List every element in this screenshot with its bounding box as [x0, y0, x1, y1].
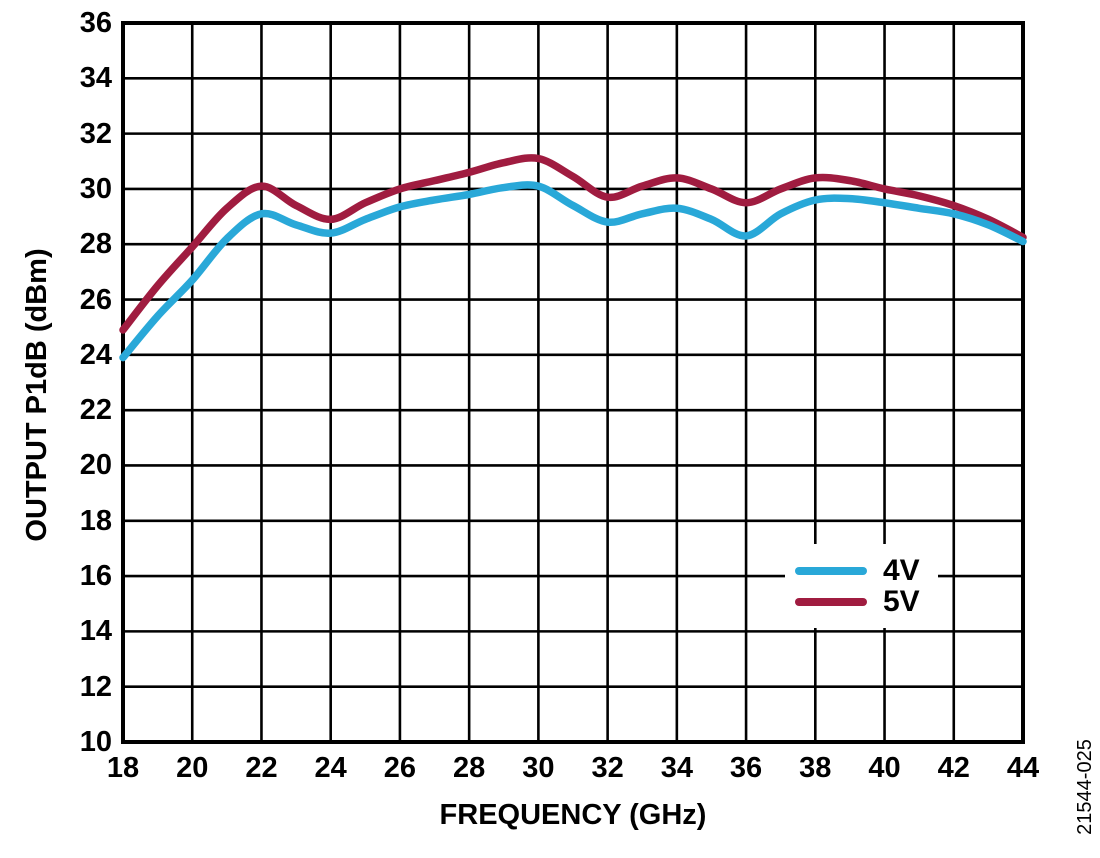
y-tick-label: 16 — [79, 560, 112, 593]
x-tick-label: 42 — [937, 752, 970, 784]
y-tick-label: 32 — [79, 117, 112, 150]
legend-swatch-5v — [795, 597, 867, 606]
y-tick-label: 34 — [79, 62, 112, 95]
x-tick-label: 44 — [1006, 752, 1040, 784]
y-tick-label: 26 — [79, 283, 112, 316]
y-tick-label: 30 — [79, 172, 112, 205]
y-tick-label: 28 — [79, 228, 112, 261]
x-tick-label: 30 — [522, 752, 555, 784]
legend: 4V 5V — [785, 544, 938, 628]
legend-label-4v: 4V — [883, 553, 920, 587]
x-tick-label: 28 — [453, 752, 486, 784]
legend-label-5v: 5V — [883, 584, 920, 618]
figure-number: 21544-025 — [1074, 739, 1096, 835]
legend-swatch-4v — [795, 566, 867, 575]
y-tick-label: 12 — [79, 670, 112, 703]
x-tick-label: 32 — [591, 752, 624, 784]
y-tick-label: 22 — [79, 394, 112, 427]
legend-item-4v: 4V — [785, 555, 938, 586]
x-tick-label: 36 — [729, 752, 763, 784]
x-tick-label: 38 — [799, 752, 832, 784]
series-line-5v — [119, 154, 1027, 334]
series-line-4v — [119, 181, 1027, 362]
x-tick-label: 34 — [660, 752, 693, 784]
x-axis-title: FREQUENCY (GHz) — [439, 799, 707, 831]
legend-item-5v: 5V — [785, 586, 938, 617]
y-tick-label: 10 — [79, 726, 112, 758]
x-tick-label: 18 — [106, 752, 140, 784]
y-tick-label: 24 — [79, 338, 112, 371]
x-tick-label: 24 — [314, 752, 347, 784]
y-tick-label: 20 — [79, 449, 112, 482]
x-tick-label: 22 — [245, 752, 278, 784]
x-tick-label: 26 — [383, 752, 417, 784]
y-tick-label: 18 — [79, 504, 112, 537]
y-tick-label: 36 — [79, 7, 112, 39]
y-axis-title: OUTPUT P1dB (dBm) — [21, 248, 53, 542]
x-tick-label: 20 — [176, 752, 209, 784]
y-tick-label: 14 — [79, 615, 112, 648]
x-tick-label: 40 — [868, 752, 901, 784]
plot-border — [121, 21, 1025, 744]
